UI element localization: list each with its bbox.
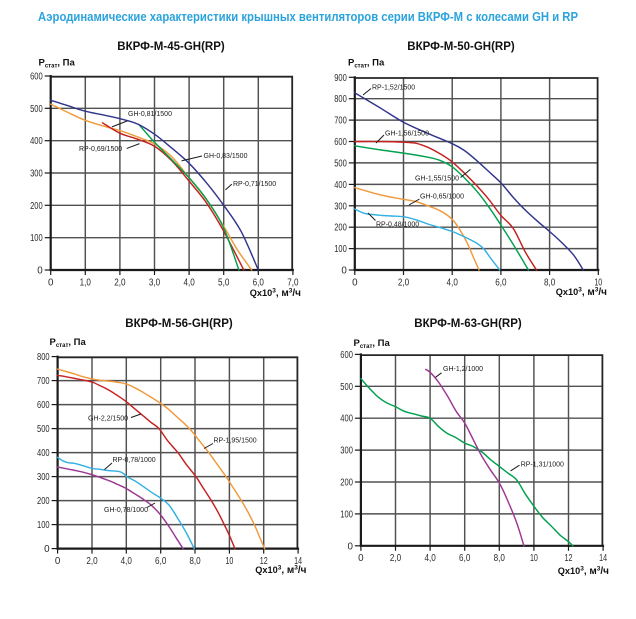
svg-text:Pстат, Па: Pстат, Па bbox=[354, 338, 391, 350]
svg-text:600: 600 bbox=[340, 350, 353, 361]
svg-text:GH-0,78/1000: GH-0,78/1000 bbox=[104, 507, 148, 514]
svg-text:0: 0 bbox=[37, 266, 43, 277]
svg-text:300: 300 bbox=[30, 169, 43, 180]
svg-text:6,0: 6,0 bbox=[459, 553, 471, 564]
svg-text:400: 400 bbox=[340, 414, 353, 425]
svg-text:RP-1,31/1000: RP-1,31/1000 bbox=[521, 462, 564, 469]
svg-text:200: 200 bbox=[37, 496, 50, 507]
svg-text:0: 0 bbox=[55, 556, 61, 567]
svg-text:500: 500 bbox=[334, 158, 347, 169]
svg-text:4,0: 4,0 bbox=[183, 277, 195, 288]
svg-text:Pстат, Па: Pстат, Па bbox=[39, 58, 76, 70]
svg-text:5,0: 5,0 bbox=[218, 277, 230, 288]
svg-text:100: 100 bbox=[334, 244, 347, 255]
svg-text:RP-0,78/1000: RP-0,78/1000 bbox=[113, 457, 156, 464]
svg-text:8,0: 8,0 bbox=[544, 277, 556, 288]
svg-text:ВКРФ-М-50-GH(RP): ВКРФ-М-50-GH(RP) bbox=[407, 41, 515, 53]
svg-text:300: 300 bbox=[37, 472, 50, 483]
svg-text:0: 0 bbox=[352, 277, 358, 288]
svg-text:2,0: 2,0 bbox=[86, 556, 98, 567]
svg-text:Аэродинамические характеристик: Аэродинамические характеристики крышных … bbox=[38, 10, 578, 24]
svg-text:RP-0,48/1000: RP-0,48/1000 bbox=[376, 221, 419, 228]
svg-text:700: 700 bbox=[334, 116, 347, 127]
svg-text:0: 0 bbox=[48, 277, 54, 288]
svg-text:6,0: 6,0 bbox=[253, 277, 265, 288]
svg-text:600: 600 bbox=[30, 72, 43, 83]
svg-text:600: 600 bbox=[334, 137, 347, 148]
svg-text:200: 200 bbox=[340, 478, 353, 489]
svg-text:0: 0 bbox=[341, 266, 347, 277]
svg-text:500: 500 bbox=[30, 104, 43, 115]
svg-text:GH-1,55/1500: GH-1,55/1500 bbox=[415, 175, 459, 182]
svg-text:500: 500 bbox=[37, 424, 50, 435]
svg-text:800: 800 bbox=[37, 352, 50, 363]
svg-text:300: 300 bbox=[334, 201, 347, 212]
svg-text:4,0: 4,0 bbox=[121, 556, 133, 567]
svg-text:GH-1,2/1000: GH-1,2/1000 bbox=[443, 366, 483, 373]
svg-text:4,0: 4,0 bbox=[424, 553, 436, 564]
svg-text:0: 0 bbox=[44, 544, 50, 555]
svg-text:Qx103, м3/ч: Qx103, м3/ч bbox=[556, 287, 607, 299]
svg-text:3,0: 3,0 bbox=[149, 277, 161, 288]
svg-text:GH-2,2/1500: GH-2,2/1500 bbox=[88, 415, 128, 422]
svg-text:6,0: 6,0 bbox=[155, 556, 167, 567]
svg-text:1,0: 1,0 bbox=[80, 277, 92, 288]
svg-text:100: 100 bbox=[340, 509, 353, 520]
svg-text:RP-0,71/1500: RP-0,71/1500 bbox=[233, 181, 276, 188]
svg-text:4,0: 4,0 bbox=[447, 277, 459, 288]
svg-text:8,0: 8,0 bbox=[189, 556, 201, 567]
svg-text:RP-0,69/1500: RP-0,69/1500 bbox=[79, 146, 122, 153]
svg-text:14: 14 bbox=[599, 553, 607, 564]
svg-text:Pстат, Па: Pстат, Па bbox=[50, 337, 87, 349]
svg-text:8,0: 8,0 bbox=[494, 553, 506, 564]
svg-text:400: 400 bbox=[37, 448, 50, 459]
svg-text:12: 12 bbox=[565, 553, 573, 564]
svg-text:GH-0,65/1000: GH-0,65/1000 bbox=[420, 193, 464, 200]
svg-text:10: 10 bbox=[530, 553, 538, 564]
svg-text:Pстат, Па: Pстат, Па bbox=[348, 58, 385, 70]
svg-text:600: 600 bbox=[37, 400, 50, 411]
svg-text:12: 12 bbox=[260, 556, 268, 567]
svg-text:GH-1,56/1500: GH-1,56/1500 bbox=[385, 130, 429, 137]
svg-text:2,0: 2,0 bbox=[390, 553, 402, 564]
svg-text:ВКРФ-М-45-GH(RP): ВКРФ-М-45-GH(RP) bbox=[117, 41, 225, 53]
svg-text:10: 10 bbox=[594, 277, 602, 288]
svg-text:Qx103, м3/ч: Qx103, м3/ч bbox=[250, 288, 301, 300]
svg-text:300: 300 bbox=[340, 446, 353, 457]
svg-text:100: 100 bbox=[37, 520, 50, 531]
svg-text:GH-0,83/1500: GH-0,83/1500 bbox=[204, 153, 248, 160]
svg-text:0: 0 bbox=[347, 541, 353, 552]
svg-text:ВКРФ-М-56-GH(RP): ВКРФ-М-56-GH(RP) bbox=[125, 318, 233, 330]
svg-text:400: 400 bbox=[30, 136, 43, 147]
svg-text:GH-0,81/1500: GH-0,81/1500 bbox=[128, 111, 172, 118]
svg-text:2,0: 2,0 bbox=[398, 277, 410, 288]
svg-text:0: 0 bbox=[358, 553, 364, 564]
svg-text:7,0: 7,0 bbox=[287, 277, 299, 288]
svg-text:6,0: 6,0 bbox=[495, 277, 507, 288]
svg-text:RP-1,52/1500: RP-1,52/1500 bbox=[372, 84, 415, 91]
svg-text:10: 10 bbox=[225, 556, 233, 567]
svg-text:400: 400 bbox=[334, 180, 347, 191]
svg-text:900: 900 bbox=[334, 73, 347, 84]
svg-text:200: 200 bbox=[30, 201, 43, 212]
svg-text:RP-1,95/1500: RP-1,95/1500 bbox=[214, 437, 257, 444]
svg-text:Qx103, м3/ч: Qx103, м3/ч bbox=[255, 565, 306, 577]
svg-text:100: 100 bbox=[30, 233, 43, 244]
svg-text:ВКРФ-М-63-GH(RP): ВКРФ-М-63-GH(RP) bbox=[414, 318, 522, 330]
svg-text:200: 200 bbox=[334, 223, 347, 234]
svg-text:2,0: 2,0 bbox=[114, 277, 126, 288]
svg-text:700: 700 bbox=[37, 376, 50, 387]
svg-text:Qx103, м3/ч: Qx103, м3/ч bbox=[558, 566, 609, 578]
svg-text:500: 500 bbox=[340, 382, 353, 393]
svg-text:14: 14 bbox=[294, 556, 302, 567]
svg-text:800: 800 bbox=[334, 94, 347, 105]
